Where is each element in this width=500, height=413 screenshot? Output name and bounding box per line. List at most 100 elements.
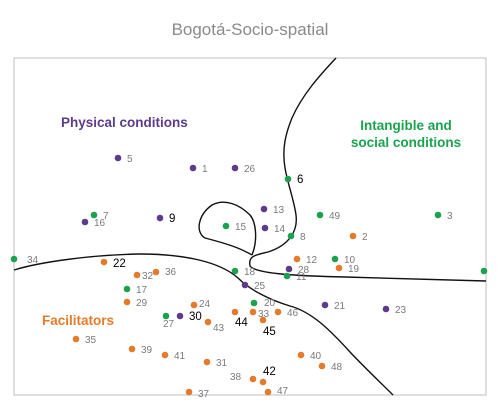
point-marker-44 (231, 308, 239, 316)
point-marker-3 (434, 211, 442, 219)
point-label-39: 39 (141, 345, 153, 356)
point-marker-17 (123, 285, 131, 293)
point-label-1: 1 (202, 164, 208, 175)
region-label-physical: Physical conditions (61, 115, 188, 130)
point-label-42: 42 (263, 366, 276, 378)
point-label-6: 6 (297, 174, 303, 186)
point-label-16: 16 (94, 218, 106, 229)
point-marker-38 (249, 375, 257, 383)
point-marker-18 (231, 267, 239, 275)
point-marker-unlabeled (480, 267, 488, 275)
point-label-7: 7 (103, 211, 109, 222)
point-marker-29 (123, 298, 131, 306)
point-marker-46 (274, 308, 282, 316)
point-label-29: 29 (136, 298, 148, 309)
point-marker-27 (162, 312, 170, 320)
point-label-11: 11 (296, 272, 307, 283)
point-marker-8 (287, 232, 295, 240)
point-label-48: 48 (331, 362, 343, 373)
point-marker-39 (128, 345, 136, 353)
point-marker-6 (284, 175, 292, 183)
point-label-18: 18 (244, 267, 256, 278)
point-marker-5 (114, 154, 122, 162)
point-label-26: 26 (244, 164, 256, 175)
point-marker-21 (321, 301, 329, 309)
point-label-41: 41 (174, 351, 186, 362)
point-label-45: 45 (263, 326, 276, 338)
point-marker-49 (316, 211, 324, 219)
diagram-title: Bogotá-Socio-spatial (171, 20, 329, 39)
point-marker-25 (241, 281, 249, 289)
point-label-28: 28 (298, 265, 310, 276)
point-label-33: 33 (258, 309, 270, 320)
point-label-14: 14 (274, 224, 286, 235)
point-marker-1 (189, 164, 197, 172)
point-label-32: 32 (142, 271, 154, 282)
point-label-47: 47 (277, 386, 289, 397)
point-marker-43 (204, 318, 212, 326)
point-marker-24 (190, 301, 198, 309)
point-marker-33 (249, 308, 257, 316)
point-label-21: 21 (334, 301, 346, 312)
point-label-46: 46 (287, 308, 299, 319)
point-marker-12 (293, 255, 301, 263)
point-marker-40 (297, 351, 305, 359)
point-marker-20 (250, 299, 258, 307)
point-marker-23 (382, 305, 390, 313)
point-marker-7 (90, 211, 98, 219)
point-marker-10 (331, 255, 339, 263)
point-label-5: 5 (127, 154, 133, 165)
point-marker-15 (222, 222, 230, 230)
point-marker-48 (318, 362, 326, 370)
point-marker-42 (259, 378, 267, 386)
point-marker-35 (72, 335, 80, 343)
boundary-line-intangible (248, 57, 487, 282)
region-label-intangible-line1: Intangible and (360, 118, 452, 133)
point-label-27: 27 (163, 319, 175, 330)
point-label-19: 19 (348, 264, 360, 275)
point-label-44: 44 (235, 317, 248, 329)
point-label-30: 30 (189, 311, 202, 323)
point-label-43: 43 (213, 323, 225, 334)
point-label-13: 13 (273, 205, 285, 216)
point-label-49: 49 (329, 211, 341, 222)
point-marker-32 (133, 271, 141, 279)
point-marker-14 (261, 224, 269, 232)
point-marker-16 (81, 218, 89, 226)
point-marker-37 (185, 388, 193, 396)
point-label-3: 3 (447, 211, 453, 222)
point-marker-28 (285, 265, 293, 273)
point-marker-36 (152, 268, 160, 276)
point-marker-13 (260, 205, 268, 213)
region-label-facilitators: Facilitators (42, 313, 114, 328)
point-label-31: 31 (216, 358, 228, 369)
point-marker-31 (203, 358, 211, 366)
point-label-34: 34 (27, 255, 39, 266)
point-label-35: 35 (85, 335, 97, 346)
point-marker-22 (100, 258, 108, 266)
point-label-20: 20 (264, 298, 276, 309)
point-marker-45 (259, 316, 267, 324)
point-marker-47 (264, 388, 272, 396)
point-label-25: 25 (254, 281, 266, 292)
map-frame (13, 57, 487, 396)
region-label-intangible-line2: social conditions (351, 135, 461, 150)
point-label-38: 38 (230, 372, 242, 383)
point-label-37: 37 (198, 389, 210, 400)
point-label-10: 10 (344, 255, 356, 266)
point-marker-30 (176, 312, 184, 320)
point-marker-41 (161, 351, 169, 359)
point-label-2: 2 (362, 232, 368, 243)
point-marker-2 (349, 232, 357, 240)
point-marker-11 (283, 272, 291, 280)
boundary-line-facilitators (13, 253, 394, 396)
point-marker-26 (231, 164, 239, 172)
point-marker-9 (156, 214, 164, 222)
point-label-23: 23 (395, 305, 407, 316)
point-label-12: 12 (306, 255, 318, 266)
point-label-8: 8 (300, 232, 306, 243)
point-marker-19 (335, 264, 343, 272)
point-label-17: 17 (136, 285, 148, 296)
